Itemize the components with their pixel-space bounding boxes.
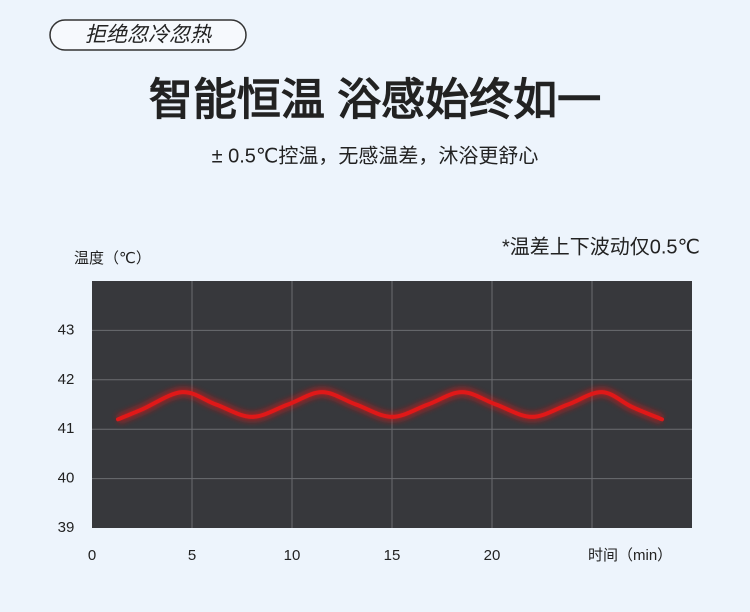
y-tick-label: 40 bbox=[58, 470, 75, 487]
y-tick-label: 41 bbox=[58, 420, 75, 437]
subtitle: ± 0.5℃控温，无感温差，沐浴更舒心 bbox=[212, 144, 539, 167]
annotation: *温差上下波动仅0.5℃ bbox=[502, 235, 700, 258]
tag-pill bbox=[49, 19, 247, 51]
x-tick-label: 20 bbox=[484, 547, 501, 564]
x-axis-label: 时间（min） bbox=[588, 547, 672, 564]
y-tick-label: 42 bbox=[58, 371, 75, 388]
y-axis-label: 温度（℃） bbox=[74, 250, 151, 267]
x-tick-label: 10 bbox=[284, 547, 301, 564]
x-tick-label: 15 bbox=[384, 547, 401, 564]
line bbox=[116, 390, 664, 422]
x-tick-label: 5 bbox=[188, 547, 196, 564]
y-tick-label: 43 bbox=[58, 321, 75, 338]
x-tick-label: 0 bbox=[88, 547, 96, 564]
y-tick-label: 39 bbox=[58, 519, 75, 536]
title: 智能恒温 浴感始终如一 bbox=[149, 76, 601, 125]
tag-text: 拒绝忽冷忽热 bbox=[85, 24, 213, 47]
